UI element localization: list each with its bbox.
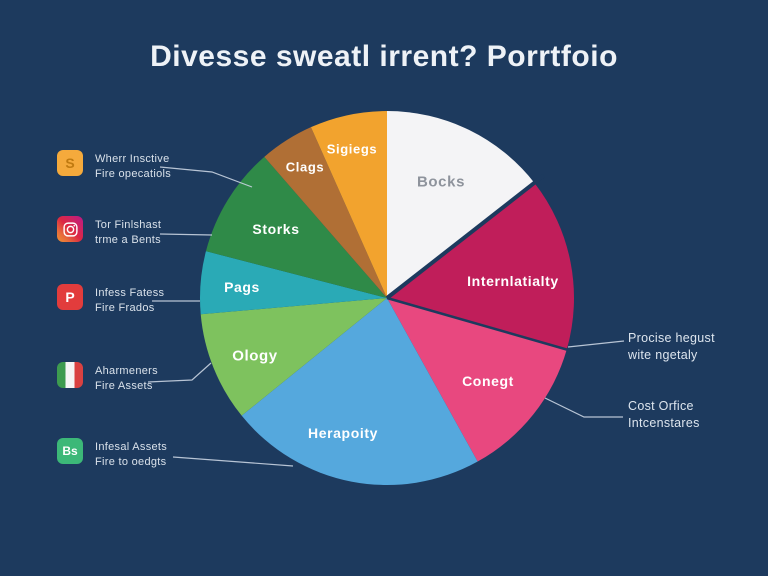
annotation-1: Procise hegust wite ngetaly [628,330,715,363]
slice-divider [386,296,570,352]
pie-slice-ology [200,298,387,416]
legend-line: Fire to oedgts [95,455,167,468]
pie-slice-internlatialty [387,182,574,350]
pie-slice-herapoity [241,298,478,485]
annotation-line: Cost Orfice [628,399,694,413]
legend-text-2: Tor Finlshast trme a Bents [95,216,161,247]
legend-text-5: Infesal Assets Fire to oedgts [95,438,167,469]
leader-line-2 [159,233,213,236]
legend-item-1: S Wherr Insctive Fire opecatiols [57,150,171,181]
annotation-line: wite ngetaly [628,347,698,362]
pie-slice-clags [264,127,387,299]
legend-line: Fire Frados [95,301,155,314]
slice-label-internlatialty: Internlatialty [467,273,559,289]
legend-text-4: Aharmeners Fire Assets [95,362,158,393]
slice-divider [385,173,546,300]
annotation-line: Intcenstares [628,415,700,430]
slice-label-clags: Clags [285,159,325,175]
slice-label-herapoity: Herapoity [308,425,378,441]
legend-item-5: Bs Infesal Assets Fire to oedgts [57,438,167,469]
legend-line: trme a Bents [95,233,161,246]
s-badge-icon: S [57,150,83,176]
bs-badge-icon: Bs [57,438,83,464]
legend-item-4: Aharmeners Fire Assets [57,362,158,393]
pie-slice-storks [205,156,387,298]
annotation-2: Cost Orfice Intcenstares [628,398,700,431]
pie-slice-bocks [387,111,535,298]
leader-line-4 [147,362,212,383]
instagram-icon [57,216,83,242]
slice-label-pags: Pags [224,279,260,295]
legend-line: Fire opecatiols [95,167,172,180]
annotation-line: Procise hegust [628,331,715,345]
legend-item-3: P Infess Fatess Fire Frados [57,284,164,315]
legend-line: Infesal Assets [95,441,168,453]
slice-label-sigiegs: Sigiegs [326,141,378,157]
pie-slice-pags [199,251,387,315]
legend-line: Infess Fatess [95,287,165,299]
legend-line: Tor Finlshast [95,219,162,231]
leader-line-5 [172,456,294,467]
legend-line: Fire Assets [95,379,153,392]
leader-line-7 [544,397,623,418]
legend-line: Wherr Insctive [95,153,170,165]
legend-item-2: Tor Finlshast trme a Bents [57,216,161,247]
p-badge-icon: P [57,284,83,310]
slice-label-storks: Storks [252,221,300,237]
slice-label-bocks: Bocks [416,173,466,191]
legend-text-3: Infess Fatess Fire Frados [95,284,164,315]
italy-flag-icon [57,362,83,388]
leader-line-6 [567,340,625,348]
pie-slice-sigiegs [310,111,387,298]
leader-line-1 [159,166,253,188]
slice-label-ology: Ology [232,347,278,365]
legend-text-1: Wherr Insctive Fire opecatiols [95,150,171,181]
page-title: Divesse sweatl irrent? Porrtfoio [150,40,618,73]
legend-line: Aharmeners [95,365,158,377]
slice-label-conegt: Conegt [462,373,514,389]
pie-slice-conegt [387,298,567,462]
